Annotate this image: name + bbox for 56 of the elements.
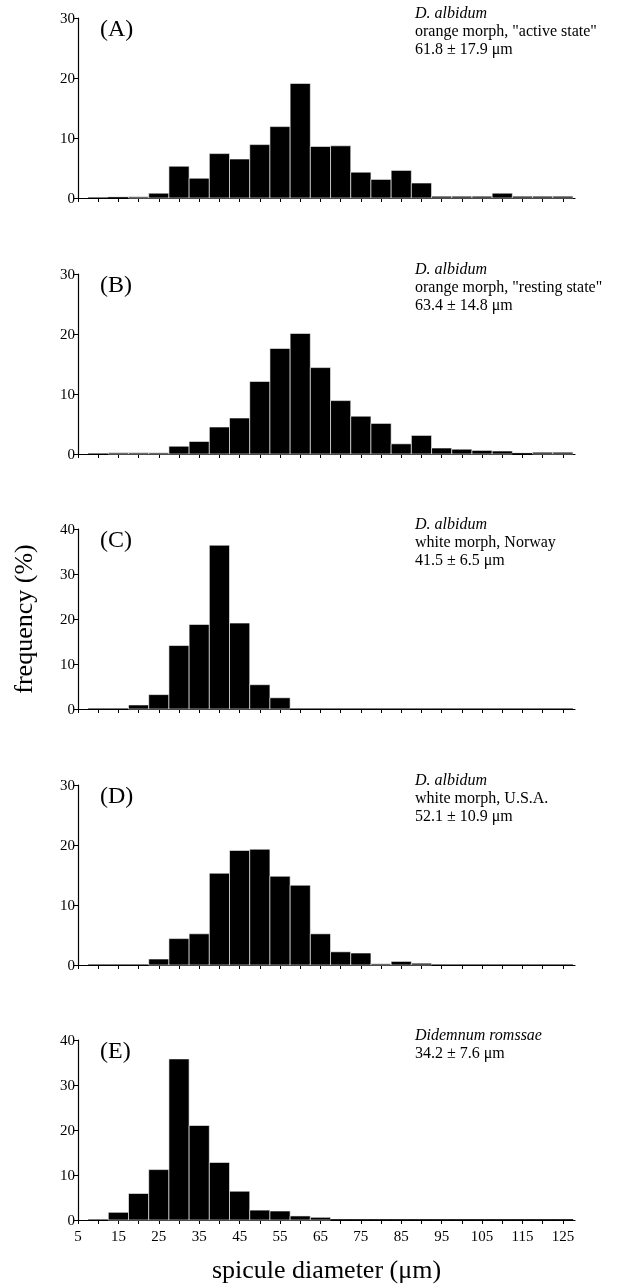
y-tick-label: 10 <box>60 656 75 672</box>
annotation: 61.8 ± 17.9 μm <box>415 39 514 58</box>
annotation: Didemnum romssae <box>414 1025 542 1043</box>
y-tick-label: 30 <box>60 10 75 26</box>
x-tick-label: 95 <box>434 1227 450 1244</box>
annotation: white morph, U.S.A. <box>415 788 549 806</box>
annotation: (B) <box>100 270 132 297</box>
y-tick-label: 10 <box>60 1167 75 1183</box>
y-tick-label: 40 <box>60 521 75 537</box>
x-tick-label: 25 <box>151 1227 167 1244</box>
y-tick-label: 0 <box>67 445 75 462</box>
y-tick-label: 30 <box>60 566 75 582</box>
x-tick-label: 65 <box>312 1227 328 1244</box>
annotation: orange morph, "resting state" <box>415 277 603 295</box>
y-tick-label: 0 <box>67 1212 75 1228</box>
y-axis-title: frequency (%) <box>8 544 38 694</box>
x-tick-label: 115 <box>511 1227 534 1244</box>
y-tick-label: 20 <box>60 1122 75 1138</box>
y-tick-label: 30 <box>60 776 75 793</box>
annotation: (A) <box>100 15 134 41</box>
annotation: D. albidum <box>414 514 487 532</box>
y-tick-label: 0 <box>67 701 75 717</box>
y-tick-label: 10 <box>60 130 75 146</box>
y-tick-label: 30 <box>60 1077 75 1093</box>
x-tick-label: 5 <box>74 1227 82 1244</box>
x-tick-label: 55 <box>272 1227 288 1244</box>
x-tick-label: 75 <box>353 1227 369 1244</box>
y-tick-label: 20 <box>60 70 75 86</box>
y-tick-label: 10 <box>60 385 75 402</box>
annotation: (E) <box>100 1037 131 1063</box>
y-tick-label: 20 <box>60 325 75 342</box>
y-tick-label: 30 <box>60 265 75 282</box>
annotation: (C) <box>100 526 132 552</box>
annotation: white morph, Norway <box>415 532 556 551</box>
x-tick-label: 85 <box>393 1227 409 1244</box>
x-tick-label: 45 <box>232 1227 248 1244</box>
y-tick-label: 40 <box>60 1032 75 1048</box>
annotation: D. albidum <box>414 770 487 787</box>
x-tick-label: 105 <box>470 1227 494 1244</box>
x-tick-label: 125 <box>551 1227 575 1244</box>
y-tick-label: 10 <box>60 896 75 913</box>
annotation: D. albidum <box>414 3 487 21</box>
annotation: 63.4 ± 14.8 μm <box>415 295 514 313</box>
x-tick-label: 15 <box>110 1227 126 1244</box>
x-tick-label: 35 <box>191 1227 207 1244</box>
annotation: orange morph, "active state" <box>415 21 597 40</box>
x-axis-title: spicule diameter (μm) <box>211 1254 442 1284</box>
annotation: D. albidum <box>414 259 487 276</box>
annotation: 52.1 ± 10.9 μm <box>415 806 514 824</box>
y-tick-label: 20 <box>60 611 75 627</box>
y-tick-label: 0 <box>67 190 75 206</box>
annotation: 34.2 ± 7.6 μm <box>415 1043 506 1062</box>
y-tick-label: 20 <box>60 836 75 853</box>
annotation: 41.5 ± 6.5 μm <box>415 550 506 569</box>
annotation: (D) <box>100 781 134 808</box>
y-tick-label: 0 <box>67 956 75 973</box>
